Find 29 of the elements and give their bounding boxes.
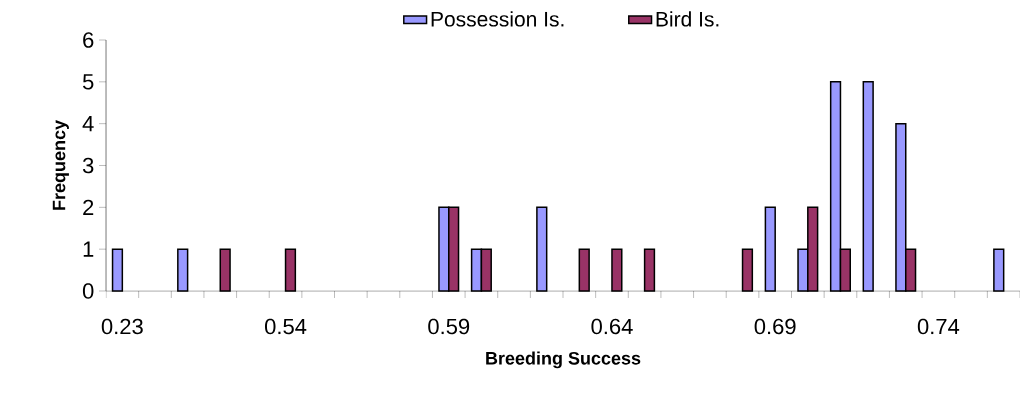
bar <box>643 248 656 292</box>
bar <box>741 248 754 292</box>
legend-label: Bird Is. <box>656 11 719 27</box>
y-tick-label: 4 <box>82 116 94 132</box>
y-tick-label: 0 <box>82 283 94 299</box>
x-tick-label: 0.69 <box>754 318 796 335</box>
x-tick-label: 0.64 <box>591 318 633 335</box>
bar <box>764 206 776 292</box>
y-tick-label: 2 <box>83 199 94 216</box>
y-axis-title: Frequency <box>52 120 69 210</box>
x-tick-label: 0.74 <box>917 318 960 335</box>
bar <box>862 81 874 292</box>
legend-label: Possession Is. <box>431 11 564 27</box>
bar <box>284 248 297 292</box>
bar <box>611 248 623 292</box>
x-tick-label: 0.23 <box>101 318 143 335</box>
bar <box>993 248 1005 292</box>
bar <box>111 248 124 292</box>
x-tick-label: 0.59 <box>428 318 470 335</box>
y-tick-label: 3 <box>82 157 94 174</box>
y-tick-label: 6 <box>83 32 94 48</box>
x-tick-label: 0.54 <box>265 318 307 335</box>
x-axis-title: Breeding Success <box>486 351 641 369</box>
bar <box>219 248 231 292</box>
y-tick-label: 1 <box>83 241 94 257</box>
bar <box>578 248 590 292</box>
bar <box>177 248 189 292</box>
y-tick-label: 5 <box>82 74 94 90</box>
bar <box>536 206 548 292</box>
